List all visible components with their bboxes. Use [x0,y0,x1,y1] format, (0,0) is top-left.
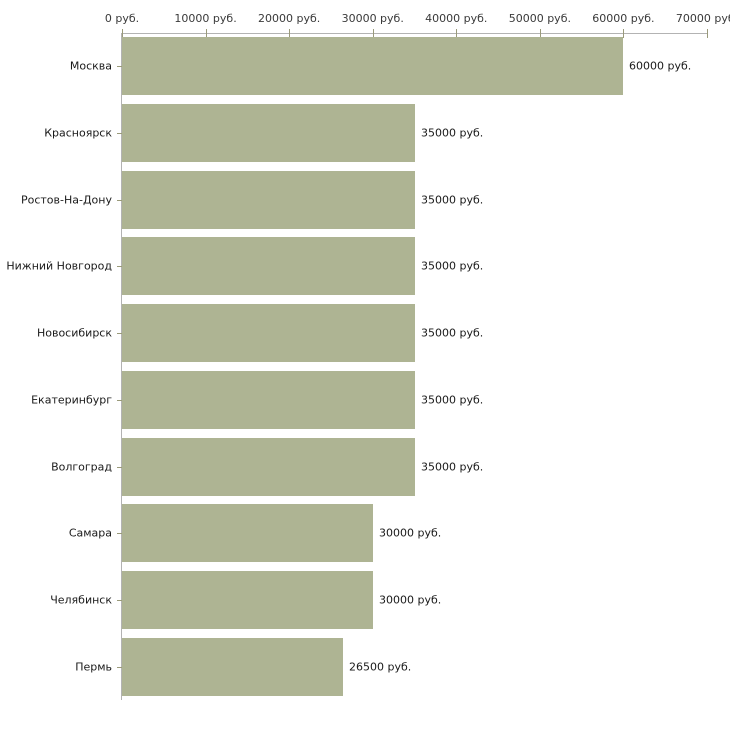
x-axis-tick [205,29,207,38]
bar[interactable] [122,104,415,162]
x-axis-line [121,33,707,34]
bar-value-label: 35000 руб. [421,326,484,340]
y-axis-tick [117,600,122,601]
y-axis-category-label: Нижний Новгород [6,259,112,273]
bar[interactable] [122,237,415,295]
y-axis-tick [117,333,122,334]
x-axis-tick-label: 20000 руб. [258,12,321,25]
y-axis-tick [117,667,122,668]
bar[interactable] [122,504,373,562]
y-axis-tick [117,266,122,267]
bar[interactable] [122,37,623,95]
bar-value-label: 35000 руб. [421,259,484,273]
x-axis-tick [707,29,708,38]
bar[interactable] [122,304,415,362]
x-axis-tick-label: 10000 руб. [174,12,237,25]
x-axis-tick-label: 0 руб. [104,12,140,25]
x-axis-tick-label: 50000 руб. [508,12,571,25]
y-axis-tick [117,467,122,468]
y-axis-tick [117,533,122,534]
x-axis-tick [289,29,291,38]
bar-value-label: 35000 руб. [421,193,484,207]
bar-value-label: 35000 руб. [421,126,484,140]
x-axis-tick [539,29,541,38]
bar[interactable] [122,638,343,696]
y-axis-tick [117,400,122,401]
x-axis-tick [456,29,458,38]
bar[interactable] [122,371,415,429]
y-axis-category-label: Самара [68,526,112,540]
y-axis-category-label: Волгоград [51,460,112,474]
bar-value-label: 30000 руб. [379,593,442,607]
x-axis-tick-label: 40000 руб. [425,12,488,25]
bar-value-label: 60000 руб. [629,59,692,73]
y-axis-category-label: Челябинск [50,593,112,607]
x-axis-tick [122,29,123,38]
bar[interactable] [122,171,415,229]
y-axis-line [121,33,122,700]
y-axis-category-label: Пермь [75,660,112,674]
y-axis-category-label: Новосибирск [36,326,112,340]
x-axis-tick [623,29,625,38]
bar-value-label: 26500 руб. [349,660,412,674]
x-axis-tick-label: 30000 руб. [341,12,404,25]
y-axis-tick [117,200,122,201]
bar[interactable] [122,438,415,496]
x-axis-tick-label: 60000 руб. [592,12,655,25]
y-axis-category-label: Екатеринбург [31,393,112,407]
bar-value-label: 35000 руб. [421,393,484,407]
y-axis-category-label: Москва [69,59,112,73]
y-axis-tick [117,66,122,67]
x-axis-tick-label: 70000 руб. [675,12,730,25]
bar-value-label: 35000 руб. [421,460,484,474]
y-axis-category-label: Ростов-На-Дону [20,193,112,207]
x-axis-tick [372,29,374,38]
y-axis-tick [117,133,122,134]
bar-value-label: 30000 руб. [379,526,442,540]
y-axis-category-label: Красноярск [44,126,112,140]
bar[interactable] [122,571,373,629]
